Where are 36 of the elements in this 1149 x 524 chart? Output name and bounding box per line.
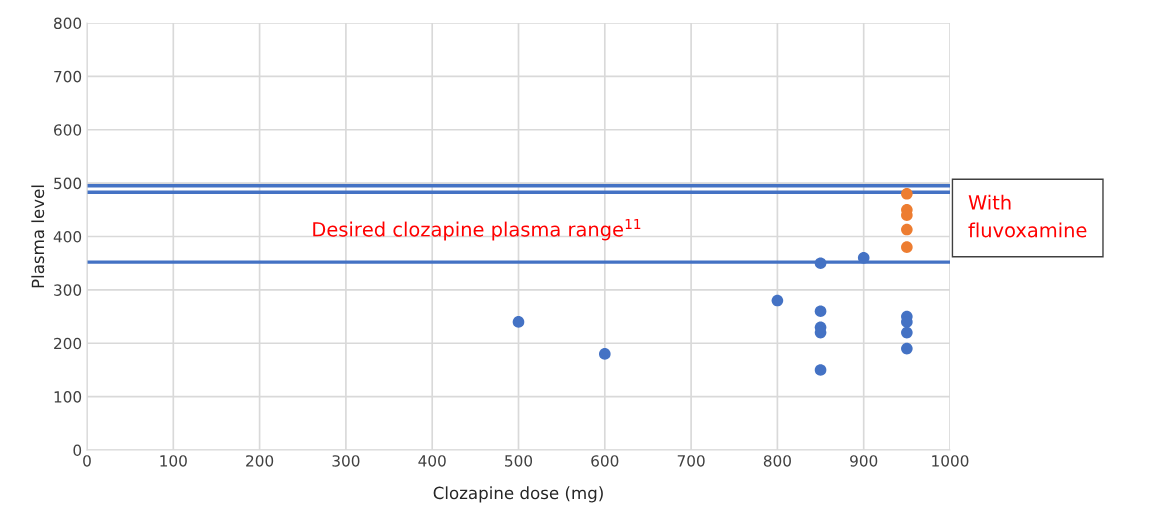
point <box>771 294 784 307</box>
y-tick-label: 800 <box>54 17 82 30</box>
point <box>857 252 870 264</box>
x-tick-label: 900 <box>850 455 878 467</box>
point <box>814 257 827 269</box>
annotation: Desired clozapine plasma range$^{11}$ <box>313 219 641 241</box>
x-tick-label: 300 <box>332 455 360 467</box>
point <box>901 342 913 355</box>
point <box>814 305 827 318</box>
point <box>901 326 913 339</box>
point <box>814 364 827 376</box>
y-tick-label: 300 <box>54 284 82 296</box>
y-tick-label: 0 <box>73 444 82 457</box>
x-tick-label: 400 <box>418 455 446 467</box>
y-axis-title: Plasma level <box>31 185 45 288</box>
x-tick-label: 100 <box>160 455 187 467</box>
point <box>512 316 525 328</box>
point <box>901 187 913 200</box>
x-tick-label: 600 <box>591 455 619 467</box>
x-tick-label: 1000 <box>932 455 969 467</box>
y-tick-label: 200 <box>54 337 82 350</box>
y-tick-label: 100 <box>54 391 82 403</box>
point <box>901 223 913 236</box>
text: With fluvoxamine <box>968 194 1087 238</box>
x-tick-label: 200 <box>246 455 274 467</box>
y-tick-label: 700 <box>54 70 82 83</box>
x-tick-label: 800 <box>763 455 791 467</box>
x-tick-label: 500 <box>505 455 533 467</box>
y-tick-label: 600 <box>54 124 82 136</box>
x-axis-title: Clozapine dose (mg) <box>433 486 603 503</box>
y-tick-label: 400 <box>53 230 82 243</box>
point <box>901 241 913 253</box>
point <box>598 348 611 360</box>
x-tick-label: 0 <box>83 455 91 467</box>
x-tick-label: 700 <box>677 455 705 467</box>
y-tick-label: 500 <box>54 177 82 190</box>
